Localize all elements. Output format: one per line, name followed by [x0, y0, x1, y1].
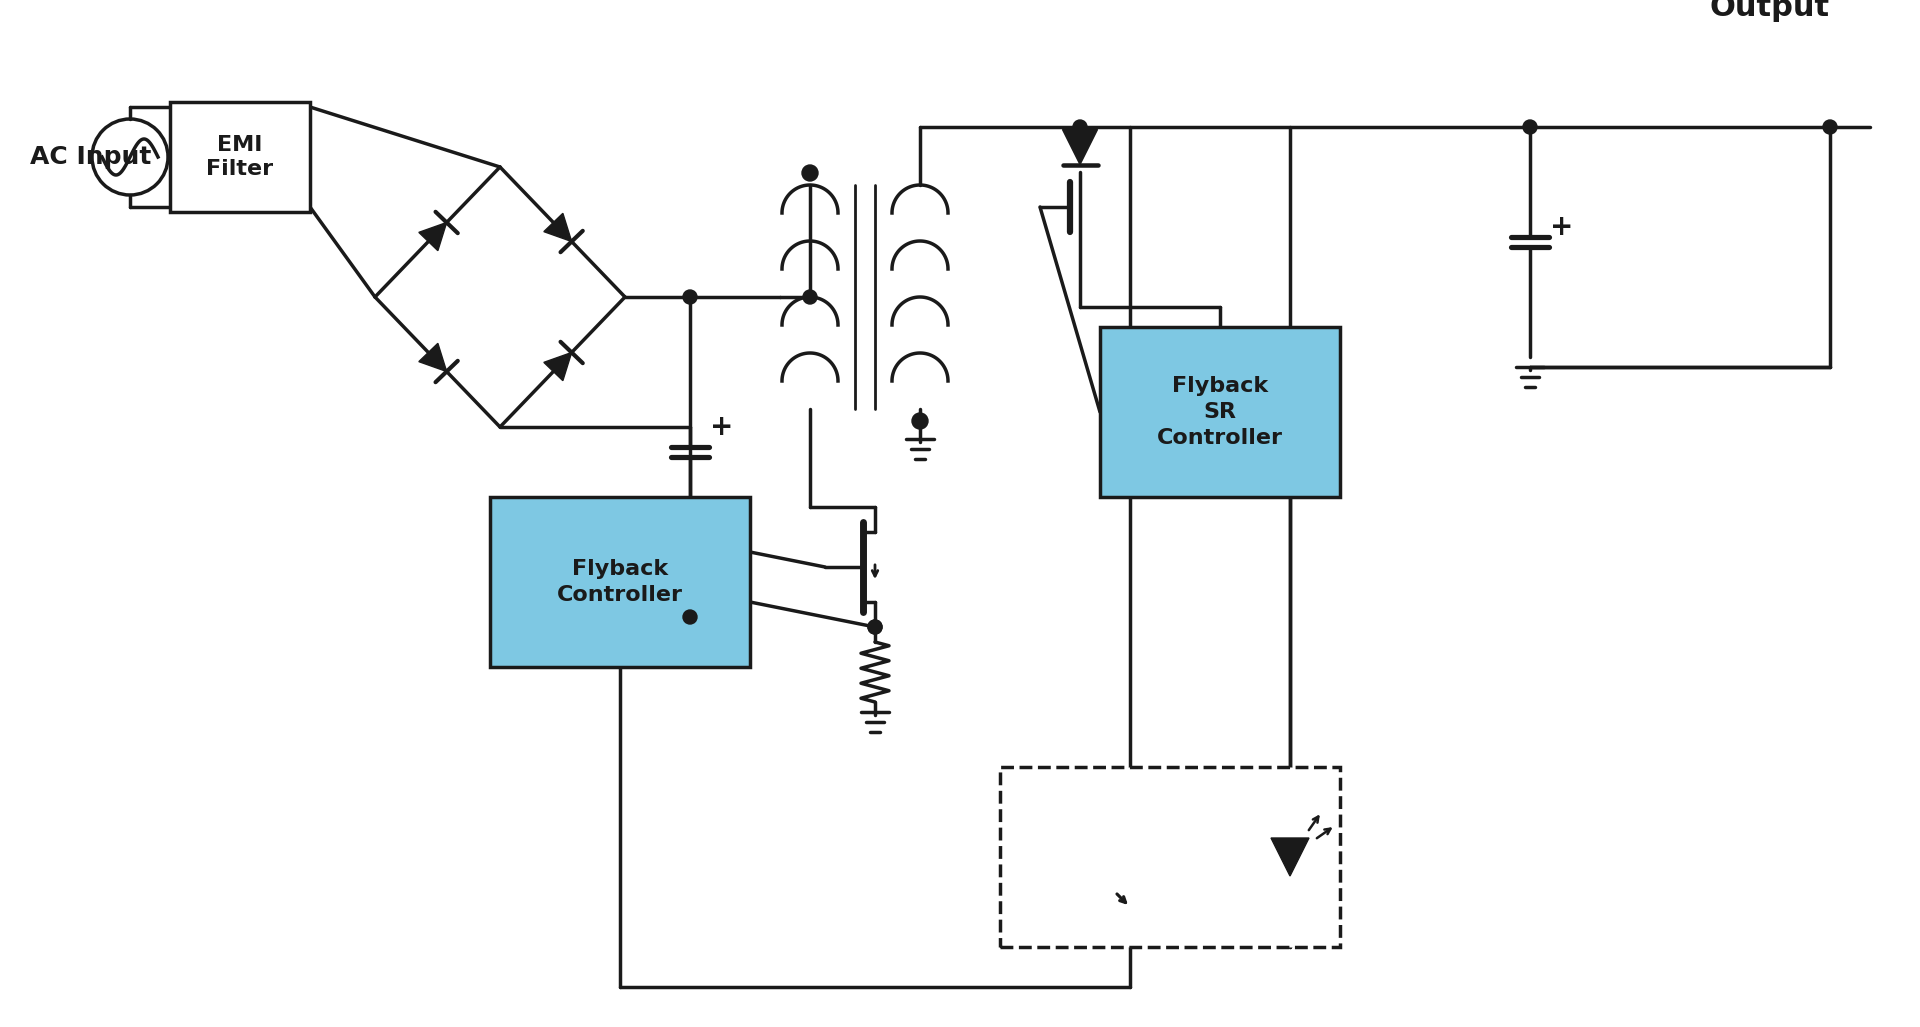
Bar [490, 497, 751, 667]
Bar [1000, 767, 1340, 947]
Text: +: + [1549, 213, 1572, 241]
Bar [171, 102, 309, 212]
Circle shape [1822, 120, 1837, 134]
Polygon shape [543, 214, 572, 241]
Text: Output: Output [1711, 0, 1830, 22]
Circle shape [803, 290, 818, 304]
Text: +: + [710, 413, 733, 441]
Polygon shape [419, 223, 447, 251]
Polygon shape [1271, 838, 1309, 876]
Bar [1100, 327, 1340, 497]
Circle shape [1073, 120, 1087, 134]
Text: Flyback
Controller: Flyback Controller [557, 559, 684, 605]
Circle shape [868, 620, 881, 634]
Text: EMI
Filter: EMI Filter [207, 136, 273, 179]
Circle shape [912, 413, 927, 429]
Circle shape [803, 165, 818, 181]
Polygon shape [419, 343, 447, 372]
Circle shape [684, 290, 697, 304]
Circle shape [868, 620, 881, 634]
Polygon shape [1062, 129, 1098, 164]
Text: Flyback
SR
Controller: Flyback SR Controller [1158, 376, 1283, 449]
Circle shape [684, 610, 697, 624]
Circle shape [1523, 120, 1538, 134]
Polygon shape [543, 352, 572, 381]
Text: AC Input: AC Input [31, 145, 152, 169]
